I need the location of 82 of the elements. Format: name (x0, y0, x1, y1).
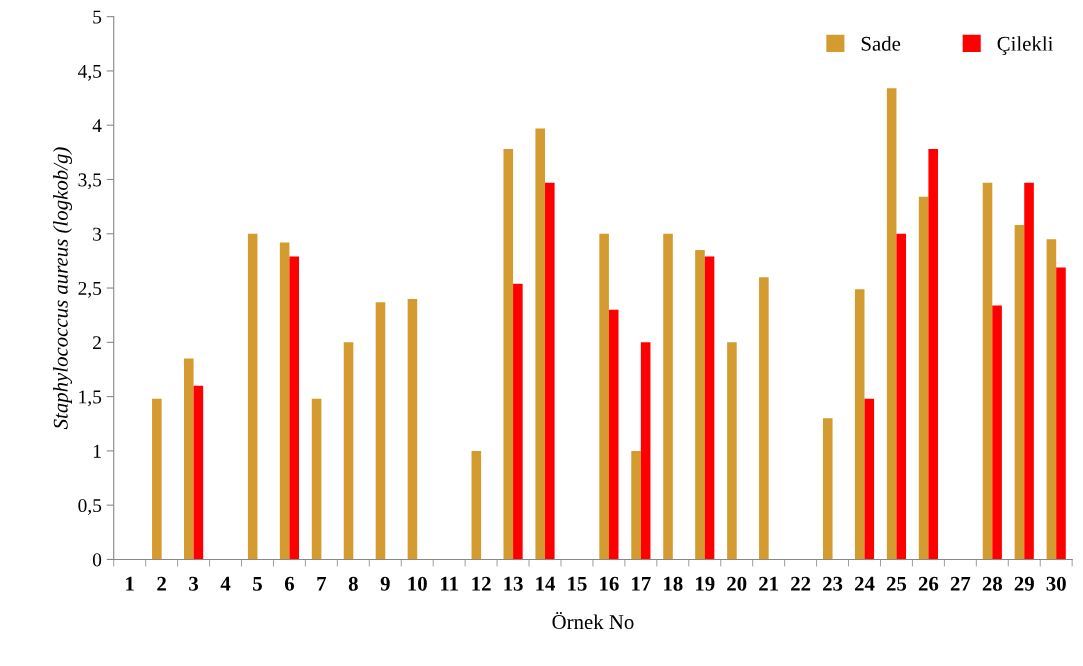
bar (375, 302, 386, 560)
bar (854, 289, 865, 560)
bar (886, 88, 897, 560)
x-tick-label: 5 (253, 576, 262, 591)
x-tick-label: 14 (536, 576, 556, 591)
bar (152, 398, 162, 560)
bar (407, 298, 418, 560)
x-tick-label: 24 (854, 576, 875, 591)
bar (982, 182, 993, 560)
x-tick-label: 21 (759, 576, 778, 591)
x-tick-label: 13 (504, 576, 523, 591)
y-tick-label: 1,5 (79, 390, 102, 407)
x-tick-label: 16 (600, 576, 619, 591)
bar (1024, 182, 1034, 560)
x-tick-label: 10 (408, 576, 427, 591)
x-tick-label: 1 (126, 576, 134, 591)
x-axis-title: Örnek No (552, 611, 634, 630)
y-tick-label: 5 (93, 10, 102, 24)
x-tick-label: 8 (348, 576, 358, 591)
bar (663, 233, 673, 560)
bar (928, 149, 938, 560)
bar (545, 182, 555, 560)
y-tick-label: 0 (92, 553, 102, 567)
bar (695, 250, 705, 560)
y-tick-label: 4,5 (77, 64, 102, 81)
x-tick-label: 27 (950, 576, 971, 591)
bar (184, 358, 194, 560)
bar (1014, 225, 1025, 560)
bar (727, 342, 737, 560)
x-tick-label: 25 (886, 576, 907, 591)
bar (599, 233, 609, 560)
x-tick-label: 17 (632, 576, 651, 591)
bar (279, 242, 290, 560)
bar (311, 398, 322, 560)
bar (343, 342, 354, 560)
bar (631, 450, 641, 560)
x-tick-label: 18 (664, 576, 683, 591)
x-tick-label: 12 (472, 576, 491, 591)
bar (759, 277, 769, 560)
legend-label: Sade (861, 36, 901, 51)
bar (513, 283, 523, 560)
bar (822, 418, 833, 560)
bar (289, 256, 300, 560)
bar (896, 233, 907, 560)
bar (471, 450, 482, 560)
x-tick-label: 6 (284, 576, 295, 591)
bar (247, 233, 258, 560)
bar (503, 149, 514, 560)
x-tick-label: 7 (317, 576, 327, 591)
y-tick-label: 3,5 (78, 173, 102, 190)
x-tick-label: 4 (220, 576, 231, 591)
legend-label: Çilekli (997, 36, 1054, 56)
y-tick-label: 2,5 (78, 281, 102, 298)
x-tick-label: 9 (380, 576, 390, 591)
bar (535, 128, 546, 560)
y-tick-label: 4 (92, 119, 102, 132)
x-tick-label: 30 (1046, 576, 1066, 591)
y-axis-title: Staphylococcus aureus (logkob/g) (53, 147, 73, 430)
x-tick-label: 19 (696, 576, 715, 591)
y-tick-label: 2 (93, 336, 101, 350)
x-tick-label: 28 (982, 576, 1003, 591)
bar (864, 398, 875, 560)
x-tick-label: 26 (918, 576, 939, 591)
x-tick-label: 29 (1014, 576, 1034, 591)
x-tick-label: 20 (727, 576, 747, 591)
x-tick-label: 22 (791, 576, 811, 591)
x-tick-label: 3 (189, 576, 199, 591)
x-tick-label: 15 (568, 576, 587, 591)
bar (992, 305, 1002, 560)
x-tick-label: 23 (823, 576, 843, 591)
x-tick-label: 2 (157, 576, 166, 591)
x-tick-label: 11 (441, 576, 458, 591)
bar (704, 256, 715, 560)
bar (1056, 267, 1066, 560)
y-tick-label: 3 (93, 227, 102, 241)
bar (193, 385, 204, 560)
y-tick-label: 1 (93, 444, 101, 458)
bar (608, 309, 619, 560)
bar (640, 342, 651, 560)
y-tick-label: 0,5 (78, 498, 102, 515)
bar (918, 196, 929, 560)
bar (1046, 239, 1057, 560)
